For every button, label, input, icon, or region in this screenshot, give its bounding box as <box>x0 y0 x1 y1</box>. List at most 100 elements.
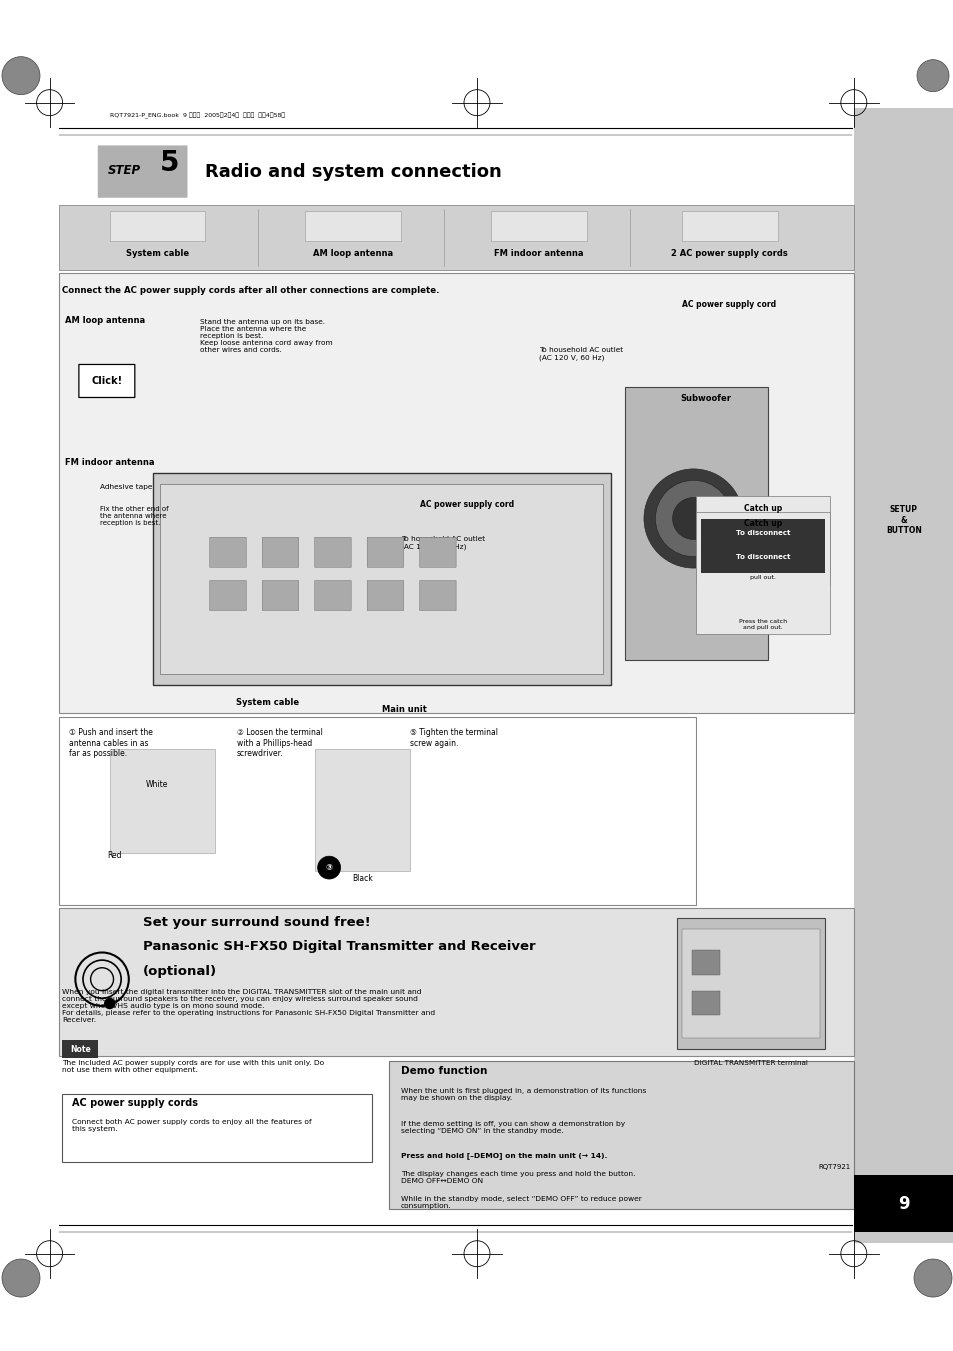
FancyBboxPatch shape <box>419 538 456 567</box>
FancyBboxPatch shape <box>97 146 188 197</box>
Text: System cable: System cable <box>126 250 189 258</box>
Text: 2 AC power supply cords: 2 AC power supply cords <box>671 250 787 258</box>
FancyBboxPatch shape <box>696 512 829 634</box>
FancyBboxPatch shape <box>110 750 214 852</box>
FancyBboxPatch shape <box>681 211 777 240</box>
Text: SETUP
&
BUTTON: SETUP & BUTTON <box>885 505 921 535</box>
Text: The display changes each time you press and hold the button.
DEMO OFF↔DEMO ON: The display changes each time you press … <box>400 1171 635 1185</box>
Circle shape <box>916 59 948 92</box>
FancyBboxPatch shape <box>677 919 824 1048</box>
Text: 5: 5 <box>160 150 179 177</box>
FancyBboxPatch shape <box>262 538 298 567</box>
Text: Stand the antenna up on its base.
Place the antenna where the
reception is best.: Stand the antenna up on its base. Place … <box>200 319 333 353</box>
FancyBboxPatch shape <box>79 365 134 397</box>
Circle shape <box>655 481 731 557</box>
Circle shape <box>104 998 115 1009</box>
FancyBboxPatch shape <box>367 581 403 611</box>
Text: (optional): (optional) <box>143 965 217 978</box>
Text: Black: Black <box>352 874 373 882</box>
Text: To household AC outlet
(AC 120 V, 60 Hz): To household AC outlet (AC 120 V, 60 Hz) <box>400 536 484 550</box>
Text: DIGITAL TRANSMITTER terminal: DIGITAL TRANSMITTER terminal <box>694 1059 807 1066</box>
Text: Press the catch
and pull out.: Press the catch and pull out. <box>739 619 786 630</box>
Text: 9: 9 <box>897 1194 909 1213</box>
Text: To household AC outlet
(AC 120 V, 60 Hz): To household AC outlet (AC 120 V, 60 Hz) <box>538 347 622 361</box>
Text: AC power supply cords: AC power supply cords <box>71 1098 197 1108</box>
Text: Connect both AC power supply cords to enjoy all the features of
this system.: Connect both AC power supply cords to en… <box>71 1119 311 1132</box>
Text: Press the catch and
pull out.: Press the catch and pull out. <box>732 569 793 580</box>
FancyBboxPatch shape <box>419 581 456 611</box>
Text: White: White <box>146 780 169 789</box>
FancyBboxPatch shape <box>691 951 720 975</box>
Text: Red: Red <box>107 851 122 861</box>
FancyBboxPatch shape <box>62 1040 98 1058</box>
FancyBboxPatch shape <box>700 519 824 547</box>
Text: AC power supply cord: AC power supply cord <box>681 300 776 309</box>
Text: Catch up: Catch up <box>743 519 781 528</box>
Text: RQT7921: RQT7921 <box>818 1165 850 1170</box>
FancyBboxPatch shape <box>59 908 853 1056</box>
FancyBboxPatch shape <box>681 929 820 1038</box>
FancyBboxPatch shape <box>305 211 400 240</box>
Circle shape <box>2 57 40 95</box>
FancyBboxPatch shape <box>314 538 351 567</box>
FancyBboxPatch shape <box>210 538 246 567</box>
Text: FM indoor antenna: FM indoor antenna <box>494 250 583 258</box>
Text: AM loop antenna: AM loop antenna <box>65 316 145 326</box>
Text: ② Loosen the terminal
with a Phillips-head
screwdriver.: ② Loosen the terminal with a Phillips-he… <box>236 728 322 758</box>
Text: The included AC power supply cords are for use with this unit only. Do
not use t: The included AC power supply cords are f… <box>62 1059 324 1073</box>
Text: Press and hold [–DEMO] on the main unit (→ 14).: Press and hold [–DEMO] on the main unit … <box>400 1152 606 1159</box>
FancyBboxPatch shape <box>59 273 853 713</box>
Text: To disconnect: To disconnect <box>735 554 790 559</box>
Text: STEP: STEP <box>108 163 140 177</box>
Text: Demo function: Demo function <box>400 1066 487 1075</box>
Text: FM indoor antenna: FM indoor antenna <box>65 458 154 467</box>
FancyBboxPatch shape <box>314 750 410 871</box>
Text: Set your surround sound free!: Set your surround sound free! <box>143 916 371 929</box>
FancyBboxPatch shape <box>59 717 696 905</box>
FancyBboxPatch shape <box>491 211 586 240</box>
FancyBboxPatch shape <box>262 581 298 611</box>
FancyBboxPatch shape <box>696 496 829 584</box>
Text: Fix the other end of
the antenna where
reception is best.: Fix the other end of the antenna where r… <box>100 507 169 527</box>
Text: When you insert the digital transmitter into the DIGITAL TRANSMITTER slot of the: When you insert the digital transmitter … <box>62 989 435 1023</box>
FancyBboxPatch shape <box>624 388 767 661</box>
Text: System cable: System cable <box>235 697 298 707</box>
FancyBboxPatch shape <box>152 473 610 685</box>
Circle shape <box>317 857 340 880</box>
FancyBboxPatch shape <box>691 992 720 1016</box>
Circle shape <box>672 497 714 539</box>
FancyBboxPatch shape <box>62 1094 372 1162</box>
Text: Catch up: Catch up <box>743 504 781 513</box>
Text: AC power supply cord: AC power supply cord <box>419 500 514 509</box>
Text: Subwoofer: Subwoofer <box>679 394 731 404</box>
Circle shape <box>2 1259 40 1297</box>
FancyBboxPatch shape <box>853 1175 953 1232</box>
FancyBboxPatch shape <box>389 1061 853 1209</box>
Text: ③: ③ <box>325 863 333 873</box>
Text: ① Push and insert the
antenna cables in as
far as possible.: ① Push and insert the antenna cables in … <box>69 728 152 758</box>
Text: Panasonic SH-FX50 Digital Transmitter and Receiver: Panasonic SH-FX50 Digital Transmitter an… <box>143 940 536 954</box>
Text: Radio and system connection: Radio and system connection <box>205 162 501 181</box>
Text: Click!: Click! <box>91 376 122 386</box>
Text: When the unit is first plugged in, a demonstration of its functions
may be shown: When the unit is first plugged in, a dem… <box>400 1088 645 1101</box>
Text: Note: Note <box>70 1044 91 1054</box>
FancyBboxPatch shape <box>160 484 602 674</box>
Circle shape <box>643 469 742 567</box>
FancyBboxPatch shape <box>210 581 246 611</box>
FancyBboxPatch shape <box>59 205 853 270</box>
FancyBboxPatch shape <box>110 211 205 240</box>
Text: AM loop antenna: AM loop antenna <box>313 250 393 258</box>
Text: While in the standby mode, select “DEMO OFF” to reduce power
consumption.: While in the standby mode, select “DEMO … <box>400 1196 640 1209</box>
FancyBboxPatch shape <box>700 540 824 573</box>
Text: If the demo setting is off, you can show a demonstration by
selecting “DEMO ON” : If the demo setting is off, you can show… <box>400 1121 624 1135</box>
FancyBboxPatch shape <box>367 538 403 567</box>
Text: To disconnect: To disconnect <box>735 530 790 536</box>
Text: RQT7921-P_ENG.book  9 ページ  2005年2月4日  金曜日  午後4時58分: RQT7921-P_ENG.book 9 ページ 2005年2月4日 金曜日 午… <box>110 113 285 119</box>
Text: Adhesive tape: Adhesive tape <box>100 484 152 490</box>
FancyBboxPatch shape <box>314 581 351 611</box>
Circle shape <box>913 1259 951 1297</box>
Text: Connect the AC power supply cords after all other connections are complete.: Connect the AC power supply cords after … <box>62 286 439 296</box>
Text: ⑤ Tighten the terminal
screw again.: ⑤ Tighten the terminal screw again. <box>410 728 497 747</box>
FancyBboxPatch shape <box>853 108 953 1243</box>
Text: Main unit: Main unit <box>381 705 427 713</box>
